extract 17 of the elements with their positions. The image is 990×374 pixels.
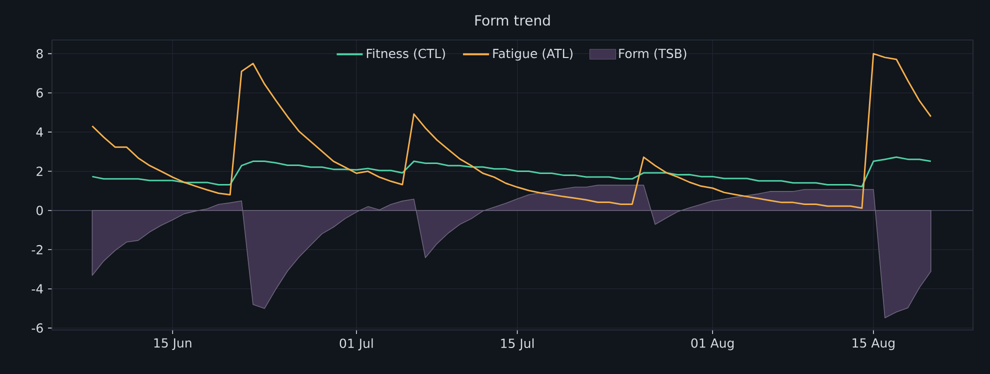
y-tick-label: -6 bbox=[32, 323, 43, 333]
y-tick-label: -2 bbox=[32, 245, 42, 254]
legend-label: Fitness (CTL) bbox=[366, 48, 445, 60]
legend-label: Fatigue (ATL) bbox=[493, 48, 572, 61]
y-tick-label: -4 bbox=[32, 284, 43, 294]
y-tick-label: 4 bbox=[36, 128, 43, 137]
legend-label: Form (TSB) bbox=[619, 48, 686, 60]
y-tick-label: 8 bbox=[36, 48, 43, 58]
chart-title: Form trend bbox=[475, 14, 550, 26]
x-tick-label: 01 Jul bbox=[340, 338, 373, 350]
x-tick-label: 15 Jul bbox=[501, 338, 534, 350]
x-tick-label: 15 Aug bbox=[852, 338, 894, 350]
x-tick-label: 01 Aug bbox=[691, 338, 734, 350]
y-tick-label: 6 bbox=[36, 88, 43, 98]
x-tick-label: 15 Jun bbox=[154, 338, 192, 350]
y-tick-label: 2 bbox=[36, 166, 42, 176]
y-tick-label: 0 bbox=[36, 206, 43, 216]
